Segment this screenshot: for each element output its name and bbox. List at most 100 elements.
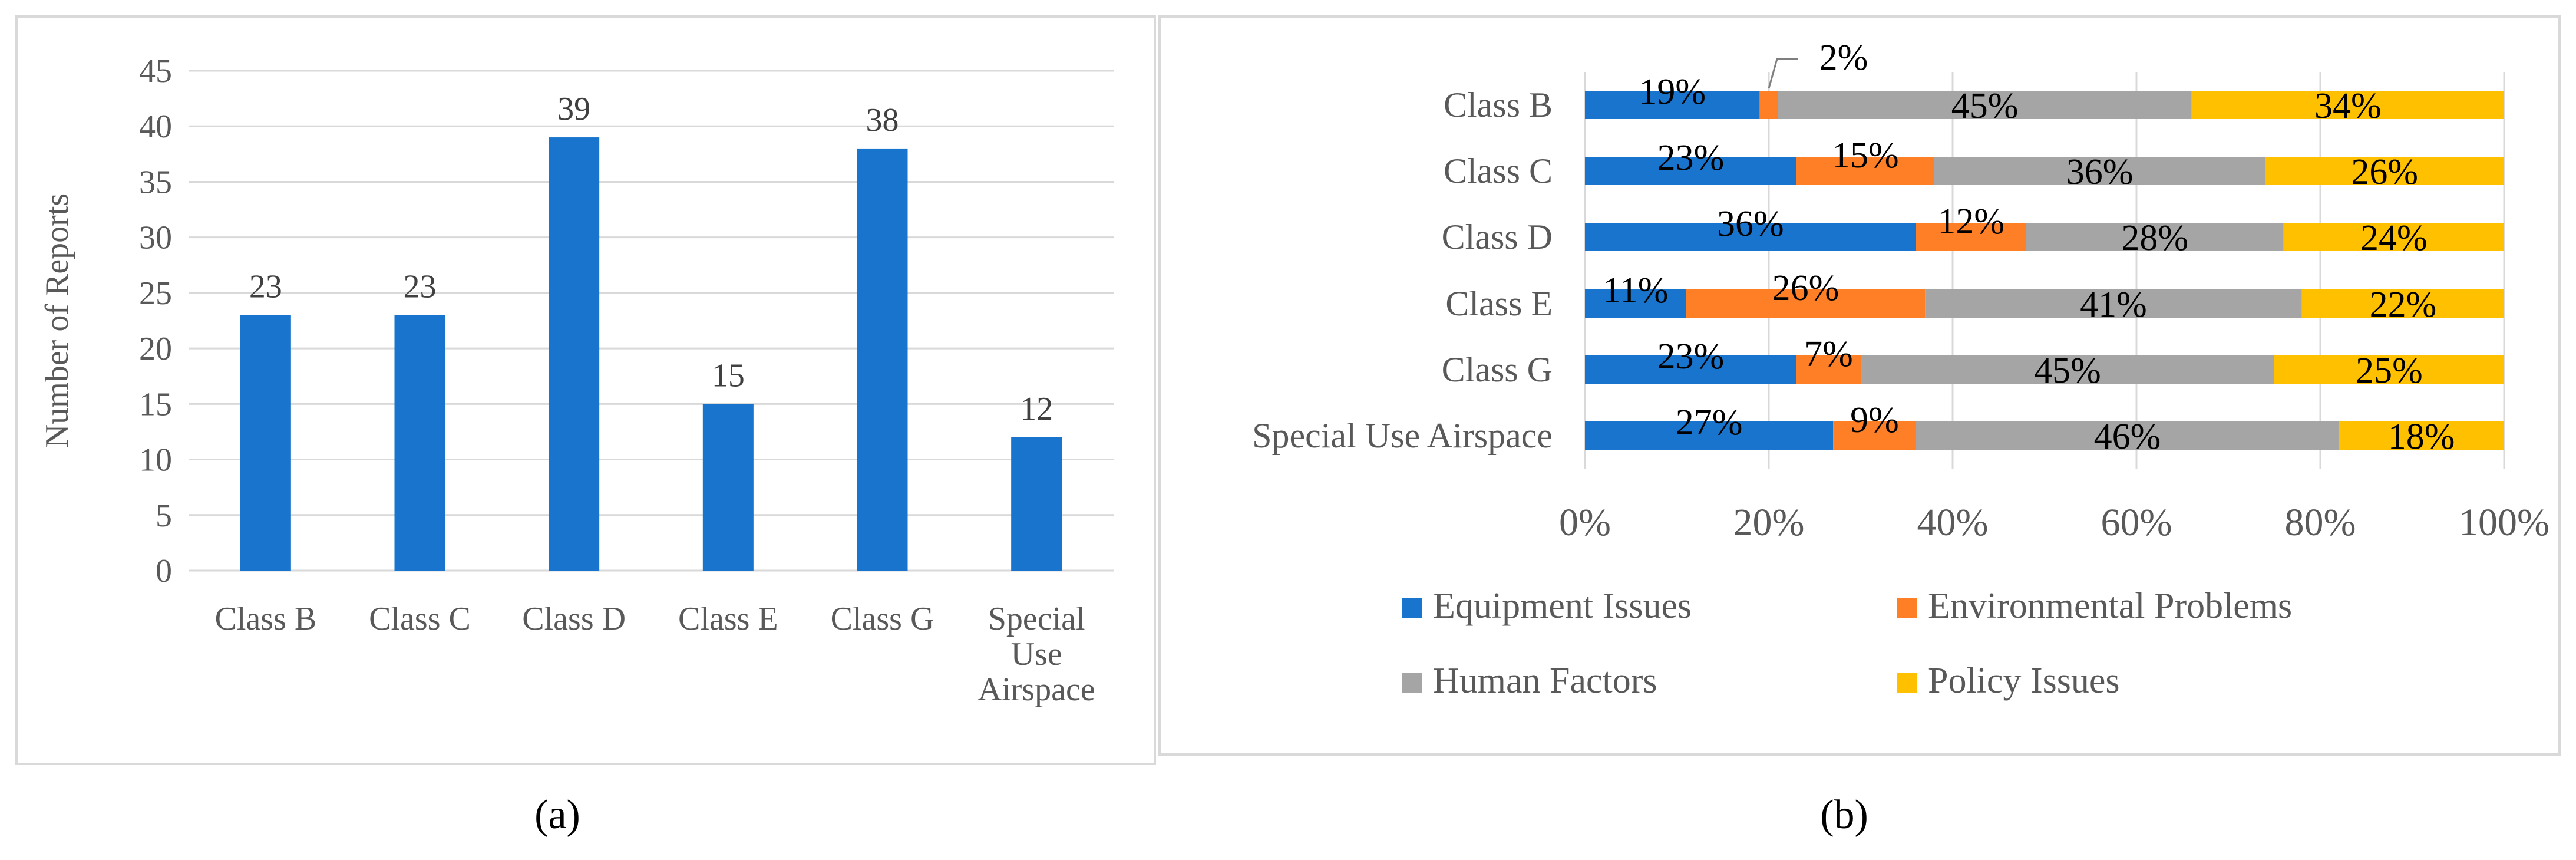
chart-b-label-leader (1768, 58, 1798, 89)
chart-b-bar-segment (2339, 421, 2504, 450)
chart-b-data-label: 36% (2066, 152, 2134, 192)
chart-a-x-tick-label: Airspace (978, 671, 1095, 708)
chart-a-y-tick-label: 40 (139, 108, 172, 145)
chart-b-data-label: 7% (1804, 334, 1853, 374)
chart-a-data-labels: 23 23 39 15 38 12 (249, 91, 1053, 427)
chart-b-x-tick-label: 40% (1917, 501, 1989, 544)
chart-a-x-tick-label: Special (988, 601, 1085, 637)
chart-b-legend-swatch (1897, 673, 1917, 693)
chart-b-bar-segment (2191, 91, 2504, 119)
chart-b-data-label: 46% (2094, 417, 2161, 457)
chart-b-category-label: Special Use Airspace (1252, 416, 1553, 455)
chart-b-bar-segment (1585, 355, 1796, 384)
chart-b-bar-segment (1916, 223, 2026, 251)
chart-a-x-tick-label: Class D (522, 601, 626, 637)
chart-b-data-label: 18% (2388, 417, 2455, 457)
chart-b-data-label: 9% (1850, 400, 1899, 440)
chart-a-bar (1011, 437, 1062, 571)
chart-a-data-label: 15 (712, 357, 745, 394)
chart-b-x-tick-label: 100% (2459, 501, 2549, 544)
chart-b-bar-segment (1934, 157, 2265, 185)
chart-a-data-label: 23 (249, 269, 282, 305)
chart-b-bar-segment (1585, 157, 1796, 185)
chart-a: 0 5 10 15 20 25 30 35 40 45 Class B Class C Class D… (15, 15, 1156, 765)
chart-a-x-tick-label: Class E (678, 601, 778, 637)
chart-b-data-label: 41% (2080, 285, 2147, 325)
chart-b-bar-segment (1861, 355, 2274, 384)
chart-b-bar-segment (2026, 223, 2284, 251)
chart-b-legend-label: Equipment Issues (1433, 586, 1692, 626)
chart-b-bar-segment (2274, 355, 2504, 384)
chart-a-y-axis-title: Number of Reports (39, 193, 75, 448)
chart-b-category-labels: Class B Class C Class D Class E Class G Speci… (1252, 85, 1553, 455)
chart-b-x-tick-label: 20% (1733, 501, 1805, 544)
chart-b-x-tick-label: 0% (1559, 501, 1611, 544)
chart-b-bar-segment (2283, 223, 2504, 251)
chart-b-data-label: 2% (1819, 38, 1868, 78)
chart-b-data-label: 45% (1951, 86, 2019, 126)
chart-b-bar-segment (1585, 421, 1834, 450)
chart-b-legend-swatch (1402, 598, 1422, 618)
caption-b: (b) (1820, 792, 1868, 838)
chart-b-bar-segment (1925, 289, 2302, 318)
chart-b-bar-segment (1585, 289, 1686, 318)
chart-a-x-tick-label: Class B (214, 601, 316, 637)
chart-a-y-tick-label: 10 (139, 442, 172, 479)
chart-b-data-label: 25% (2356, 351, 2423, 391)
chart-b-bar-segment (1759, 91, 1778, 119)
chart-a-bar (549, 137, 600, 571)
chart-b-category-label: Class D (1442, 218, 1553, 256)
chart-b-x-tick-label: 80% (2285, 501, 2356, 544)
chart-a-y-tick-label: 30 (139, 220, 172, 256)
chart-b-frame (1158, 15, 2561, 756)
chart-a-x-tick-label: Class C (369, 601, 471, 637)
chart-b-data-label: 24% (2360, 218, 2428, 258)
chart-b-data-label: 36% (1717, 204, 1784, 244)
chart-b-legend: Equipment Issues Environmental Problems Hu… (1402, 586, 2292, 701)
chart-a-bar (702, 404, 754, 571)
chart-b-data-label: 12% (1937, 202, 2004, 242)
chart-b-legend-label: Policy Issues (1928, 661, 2120, 701)
chart-b-data-label: 45% (2034, 351, 2101, 391)
chart-a-y-tick-label: 25 (139, 275, 172, 312)
chart-b-bar-segment (1833, 421, 1916, 450)
chart-a-y-tick-label: 15 (139, 386, 172, 423)
chart-b-data-labels: 19% 2% 45% 34% 23% 15% 36% 26% 36% 12% 28% 24% 11% 26… (1603, 38, 2455, 457)
chart-b-bar-segment (1585, 223, 1916, 251)
chart-b-gridlines (1584, 72, 2505, 469)
chart-b-bar-segment (2301, 289, 2504, 318)
chart-b-category-label: Class E (1445, 284, 1553, 323)
chart-a-data-label: 39 (557, 91, 590, 127)
chart-b-category-label: Class B (1444, 85, 1553, 124)
chart-b-bars (1585, 91, 2504, 450)
chart-b-bar-segment (1916, 421, 2339, 450)
chart-b-bar-segment (1796, 355, 1861, 384)
chart-b-x-tick-labels: 0% 20% 40% 60% 80% 100% (1559, 501, 2549, 544)
chart-b-bar-segment (1796, 157, 1934, 185)
chart-b-legend-label: Human Factors (1433, 661, 1657, 701)
chart-b-bar-segment (1778, 91, 2192, 119)
chart-b: Class B Class C Class D Class E Class G Speci… (1158, 15, 2561, 756)
chart-b-data-label: 22% (2370, 285, 2437, 325)
chart-b-bar-segment (2265, 157, 2504, 185)
chart-b-data-label: 23% (1657, 337, 1725, 377)
chart-b-legend-label: Environmental Problems (1928, 586, 2292, 626)
chart-a-data-label: 12 (1020, 391, 1053, 427)
chart-b-bar-segment (1686, 289, 1926, 318)
chart-a-y-tick-label: 45 (139, 53, 172, 90)
chart-a-x-tick-labels: Class B Class C Class D Class E Class G Speci… (214, 601, 1095, 708)
chart-b-data-label: 27% (1676, 403, 1743, 443)
chart-a-y-tick-label: 35 (139, 164, 172, 200)
chart-b-category-label: Class C (1444, 151, 1553, 190)
chart-b-data-label: 15% (1832, 136, 1899, 176)
chart-b-data-label: 23% (1657, 138, 1725, 178)
chart-b-data-label: 34% (2314, 86, 2382, 126)
chart-a-x-tick-label: Use (1011, 636, 1062, 673)
chart-b-data-label: 26% (1772, 268, 1839, 308)
chart-a-data-label: 38 (866, 102, 899, 139)
chart-a-y-tick-labels: 0 5 10 15 20 25 30 35 40 45 (139, 53, 172, 589)
chart-a-y-tick-label: 20 (139, 331, 172, 367)
chart-b-category-label: Class G (1442, 350, 1553, 389)
